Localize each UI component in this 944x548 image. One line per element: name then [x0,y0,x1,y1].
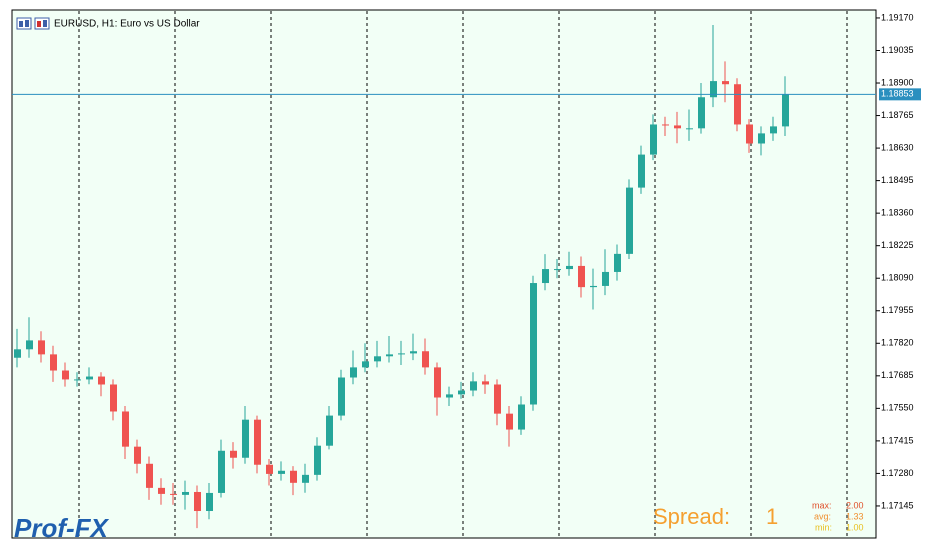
candle-body [266,464,273,474]
candle-body [230,450,237,458]
candle-body [566,265,573,270]
candle-body [758,133,765,144]
candle-body [386,354,393,357]
candle-body [722,81,729,85]
symbol-icon [16,17,50,30]
y-tick-label: 1.18360 [881,208,914,218]
stat-value: 1.33 [846,511,864,521]
candle-body [746,124,753,144]
candle-body [290,470,297,483]
candle-body [158,487,165,494]
stat-label: max: [812,500,832,510]
candle-body [182,491,189,495]
candle-body [446,394,453,398]
candle-body [242,419,249,458]
candle-body [314,445,321,475]
candle-body [38,340,45,355]
candle-body [326,415,333,446]
candle-body [554,269,561,271]
candle-body [626,187,633,254]
candle-body [14,349,21,358]
candle-body [338,377,345,416]
candles [14,24,789,529]
candle-body [530,283,537,405]
y-tick-label: 1.17550 [881,403,914,413]
candle-body [482,381,489,385]
stat-value: 1.00 [846,522,864,532]
candle-body [98,376,105,385]
candle-body [134,446,141,464]
y-tick-label: 1.18225 [881,240,914,250]
candle-body [770,126,777,134]
bid-label: 1.18853 [881,89,914,99]
candle-body [62,370,69,380]
y-tick-label: 1.18495 [881,175,914,185]
candle-body [194,491,201,512]
candle-body [686,128,693,130]
candle-body [710,81,717,98]
candle-body [578,265,585,288]
spread-label: Spread: [653,504,730,529]
candle-body [662,124,669,126]
candle-body [398,353,405,355]
y-tick-label: 1.17955 [881,305,914,315]
spread-value: 1 [766,504,778,529]
y-tick-label: 1.19170 [881,12,914,22]
candle-body [278,470,285,474]
y-tick-label: 1.19035 [881,45,914,55]
day-separators [78,11,848,537]
candle-body [122,411,129,447]
candle-body [590,285,597,288]
y-tick-label: 1.17415 [881,435,914,445]
stat-value: 2.00 [846,500,864,510]
candle-body [698,97,705,129]
candle-body [734,84,741,125]
candle-body [362,361,369,368]
candle-body [602,271,609,286]
candle-body [26,340,33,350]
bid-label-bg [879,88,921,101]
candle-body [674,125,681,129]
candle-body [170,493,177,495]
candle-body [518,404,525,430]
candle-body [218,450,225,493]
candle-body [782,94,789,127]
stat-label: min: [815,522,832,532]
candle-body [254,419,261,465]
y-tick-label: 1.18900 [881,77,914,87]
candle-body [206,492,213,512]
plot-area [11,9,877,539]
candle-body [650,124,657,155]
y-tick-label: 1.17145 [881,500,914,510]
candle-body [374,356,381,362]
chart-title: EURUSD, H1: Euro vs US Dollar [54,19,200,30]
candle-body [350,367,357,378]
candle-body [506,413,513,430]
candle-body [410,351,417,354]
candle-body [614,253,621,272]
candle-body [434,367,441,398]
y-tick-label: 1.18765 [881,110,914,120]
logo: Prof-FX [14,513,110,543]
y-tick-label: 1.17280 [881,468,914,478]
candle-body [422,351,429,368]
y-tick-label: 1.17685 [881,370,914,380]
candle-body [458,390,465,395]
candle-body [302,474,309,483]
candle-body [470,381,477,391]
candle-body [146,463,153,488]
candle-body [50,354,57,371]
candle-body [494,384,501,414]
candle-body [542,269,549,284]
y-tick-label: 1.17820 [881,338,914,348]
candle-body [86,376,93,380]
stat-label: avg: [814,511,831,521]
y-tick-label: 1.18630 [881,142,914,152]
y-tick-label: 1.18090 [881,273,914,283]
candle-body [638,154,645,188]
candle-body [74,379,81,381]
candle-body [110,384,117,412]
